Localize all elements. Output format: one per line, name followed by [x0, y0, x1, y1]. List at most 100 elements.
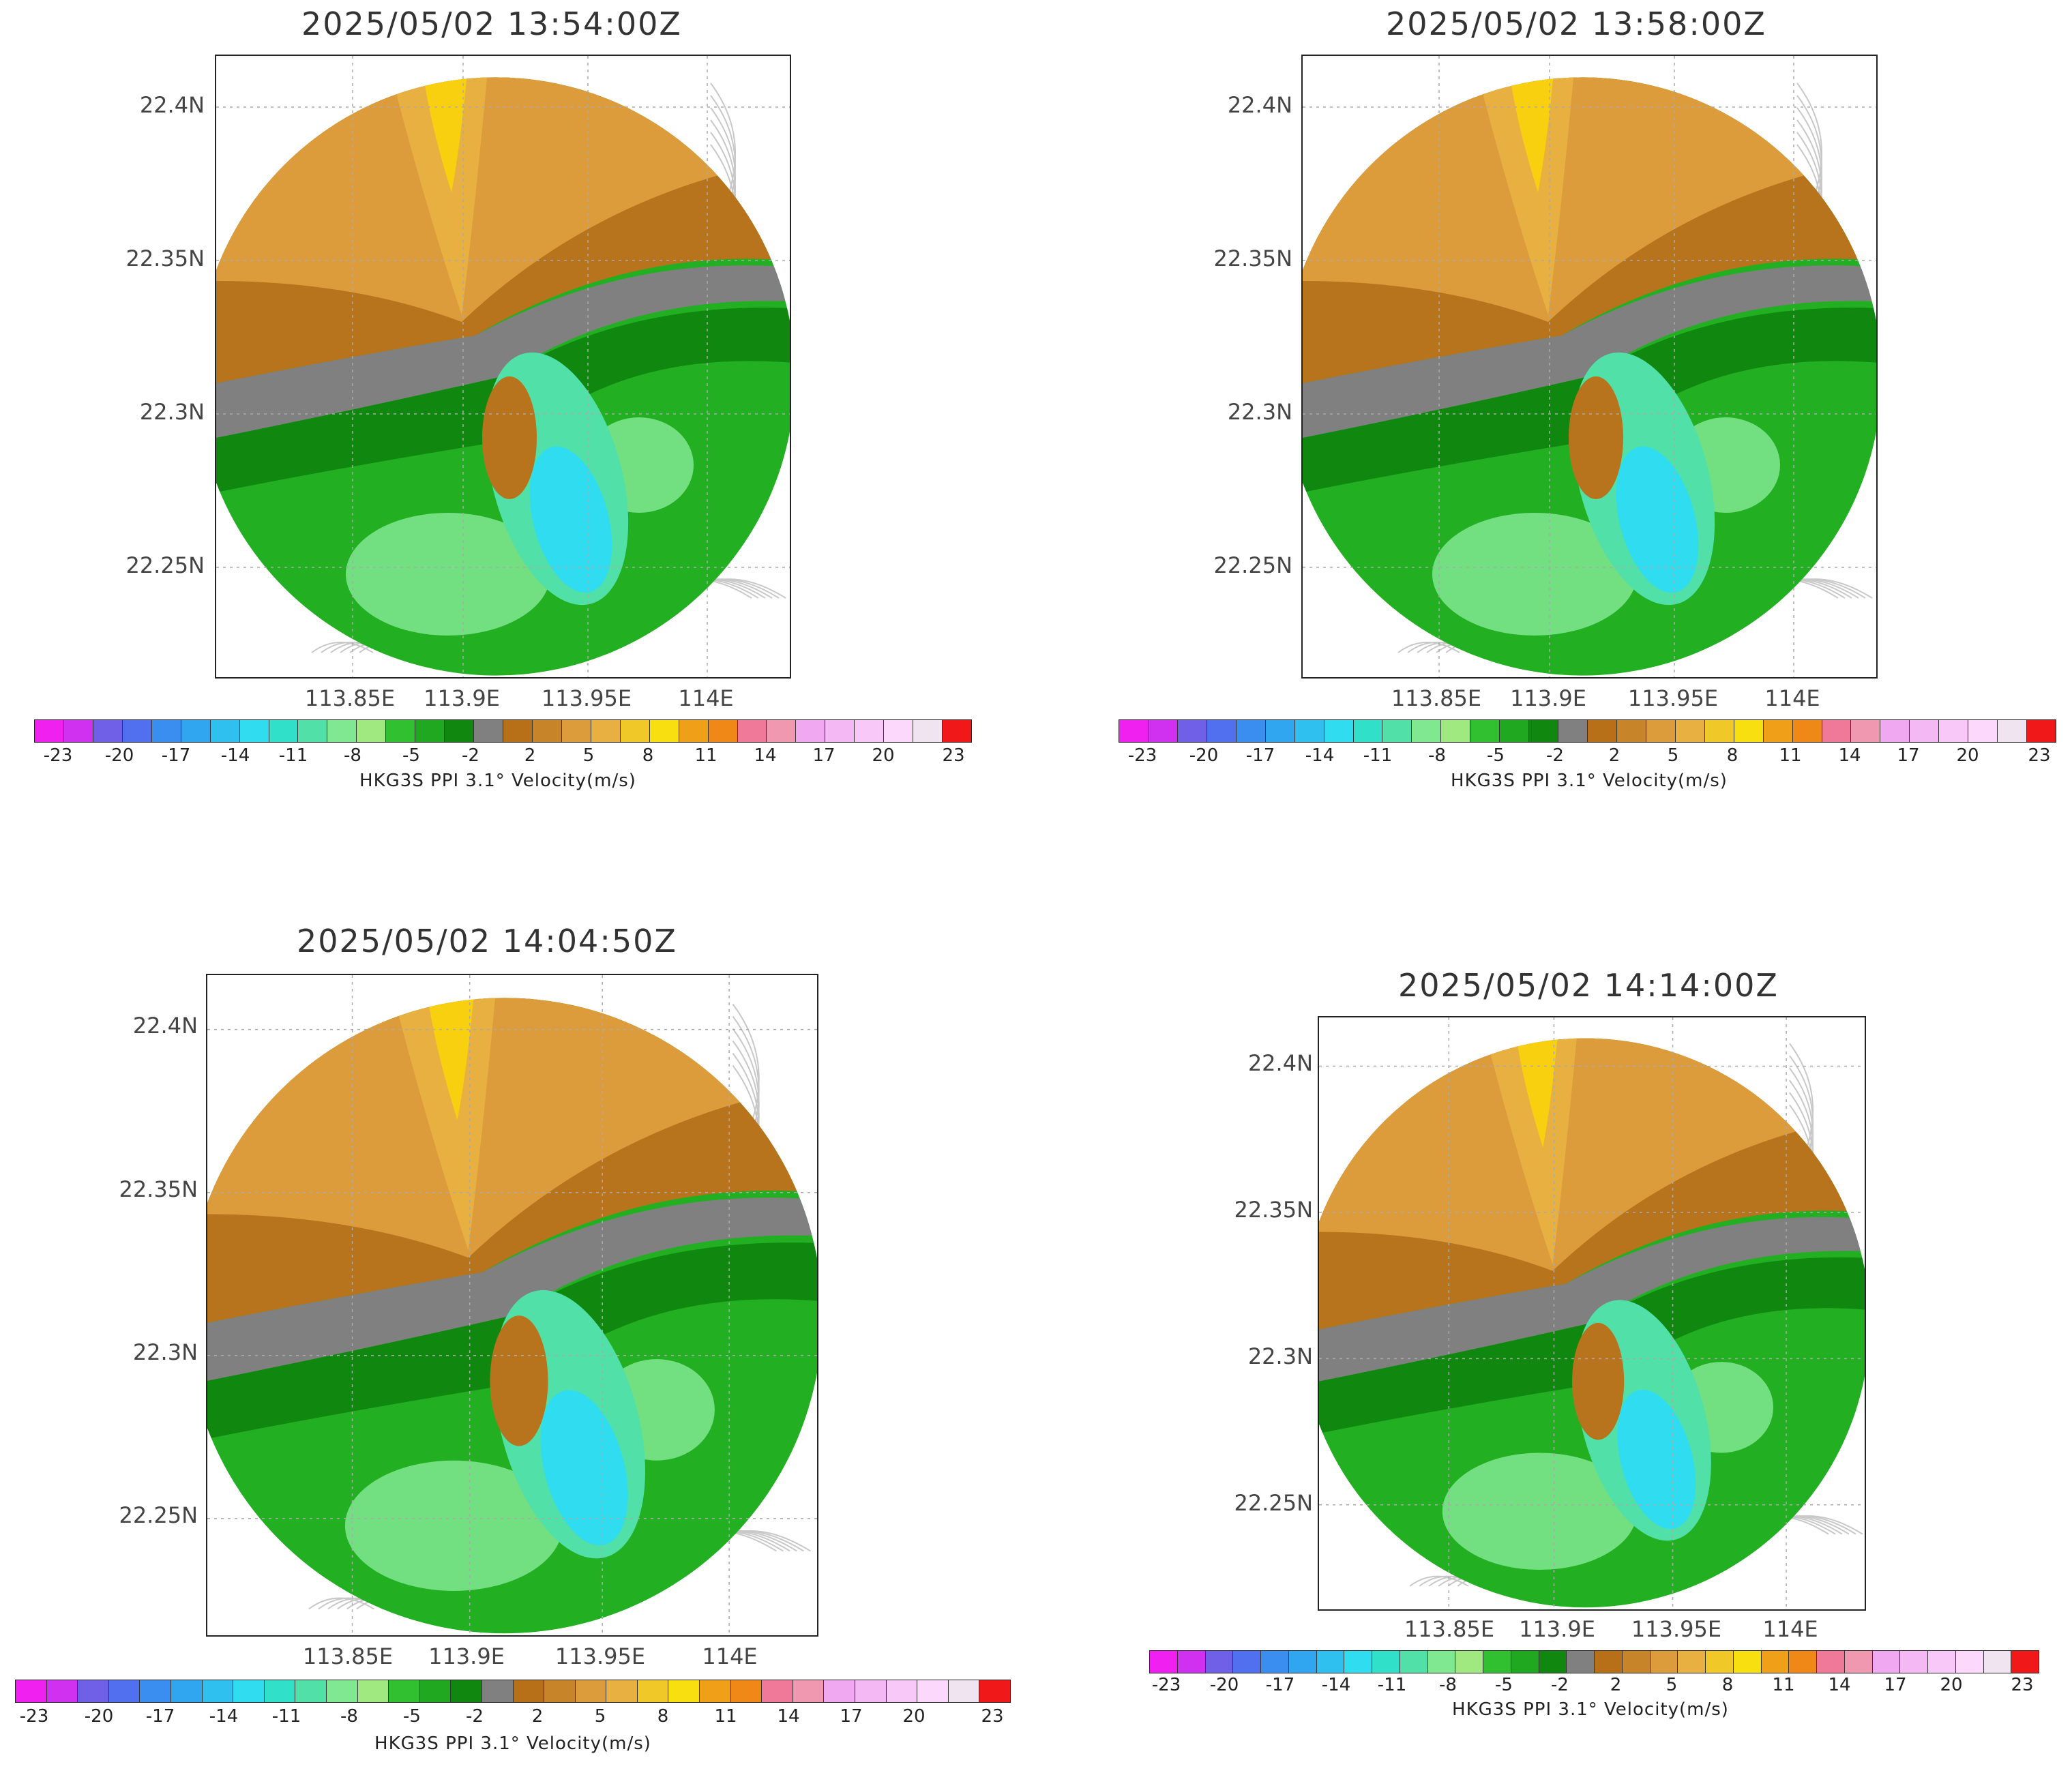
colorbar-swatch — [1400, 1651, 1428, 1673]
colorbar-tick: -8 — [1439, 1675, 1457, 1695]
colorbar-swatch — [1382, 720, 1412, 742]
colorbar-swatch — [1207, 720, 1237, 742]
colorbar-swatch — [327, 720, 357, 742]
colorbar-tick: 20 — [902, 1706, 926, 1727]
colorbar-tick: -17 — [161, 745, 191, 766]
lat-lon-grid — [207, 975, 817, 1635]
colorbar-swatch — [1822, 720, 1852, 742]
velocity-field — [1303, 56, 1876, 677]
lat-label: 22.4N — [139, 92, 205, 118]
colorbar-swatch — [1928, 1651, 1956, 1673]
velocity-field — [1319, 1017, 1865, 1609]
colorbar-tick: -20 — [104, 745, 134, 766]
colorbar-swatch — [1233, 1651, 1261, 1673]
colorbar-tick: -8 — [340, 1706, 358, 1727]
colorbar-title: HKG3S PPI 3.1° Velocity(m/s) — [1451, 771, 1728, 791]
colorbar-swatch — [482, 1680, 514, 1702]
colorbar-title: HKG3S PPI 3.1° Velocity(m/s) — [1452, 1699, 1729, 1720]
colorbar-tick: -5 — [1487, 745, 1505, 766]
colorbar-swatch — [1372, 1651, 1400, 1673]
lat-lon-grid — [1319, 1017, 1865, 1609]
lon-label: 114E — [702, 1643, 758, 1669]
colorbar-swatch — [637, 1680, 669, 1702]
colorbar-swatch — [730, 1680, 763, 1702]
colorbar-swatch — [1761, 1651, 1790, 1673]
colorbar-tick: 14 — [777, 1706, 800, 1727]
velocity-shading — [1319, 1038, 1865, 1608]
lat-label: 22.35N — [1234, 1197, 1313, 1223]
colorbar-swatch — [1844, 1651, 1873, 1673]
colorbar-swatch — [151, 720, 181, 742]
colorbar-swatch — [1616, 720, 1646, 742]
colorbar-swatch — [357, 1680, 389, 1702]
colorbar-swatch — [1470, 720, 1500, 742]
colorbar-swatch — [389, 1680, 420, 1702]
colorbar-tick: 23 — [2028, 745, 2051, 766]
colorbar-swatch — [298, 720, 328, 742]
colorbar-tick: 5 — [594, 1706, 606, 1727]
colorbar-swatch — [1353, 720, 1383, 742]
colorbar-swatch — [1344, 1651, 1372, 1673]
radar-map — [1301, 55, 1878, 679]
colorbar-swatch — [108, 1680, 140, 1702]
colorbar-tick: -23 — [43, 745, 73, 766]
colorbar-swatch — [700, 1680, 731, 1702]
colorbar-swatch — [1595, 1651, 1623, 1673]
colorbar-tick: 2 — [531, 1706, 544, 1727]
lon-label: 113.9E — [424, 685, 500, 711]
colorbar-tick: -11 — [1363, 745, 1393, 766]
colorbar-tick: 20 — [872, 745, 895, 766]
colorbar-swatch — [1792, 720, 1822, 742]
panel-title: 2025/05/02 14:04:50Z — [297, 923, 677, 959]
colorbar-tick: -2 — [462, 745, 479, 766]
panel-title: 2025/05/02 14:14:00Z — [1398, 967, 1779, 1004]
lon-label: 114E — [1764, 685, 1820, 711]
colorbar-swatch — [295, 1680, 327, 1702]
colorbar-tick: -14 — [1321, 1675, 1351, 1695]
lat-label: 22.3N — [132, 1339, 198, 1365]
colorbar-tick: 2 — [524, 745, 536, 766]
colorbar-tick: -8 — [344, 745, 361, 766]
colorbar — [1149, 1650, 2039, 1673]
colorbar-swatch — [1150, 1651, 1178, 1673]
velocity-shading — [216, 77, 790, 676]
colorbar-tick: 11 — [1772, 1675, 1795, 1695]
colorbar-tick: -11 — [271, 1706, 301, 1727]
colorbar-tick: 11 — [714, 1706, 737, 1727]
colorbar-swatch — [708, 720, 738, 742]
colorbar-tick: 17 — [840, 1706, 863, 1727]
colorbar-swatch — [979, 1680, 1010, 1702]
colorbar-tick: -20 — [1189, 745, 1219, 766]
colorbar-swatch — [513, 1680, 545, 1702]
colorbar-tick: 17 — [1884, 1675, 1907, 1695]
lon-label: 113.9E — [1519, 1616, 1595, 1642]
colorbar-tick: 2 — [1608, 745, 1620, 766]
colorbar-tick: 5 — [582, 745, 595, 766]
lon-label: 113.95E — [554, 1643, 646, 1669]
colorbar — [15, 1680, 1011, 1703]
colorbar-tick: 17 — [812, 745, 835, 766]
lat-label: 22.3N — [1247, 1343, 1313, 1369]
colorbar-tick: 8 — [642, 745, 654, 766]
colorbar-swatch — [1968, 720, 1998, 742]
colorbar-tick: -17 — [1265, 1675, 1295, 1695]
colorbar-tick: 23 — [2011, 1675, 2034, 1695]
colorbar-swatch — [1650, 1651, 1678, 1673]
colorbar-swatch — [1678, 1651, 1706, 1673]
colorbar-swatch — [415, 720, 445, 742]
colorbar-tick: -17 — [1245, 745, 1275, 766]
colorbar-tick: -23 — [19, 1706, 49, 1727]
colorbar-swatch — [386, 720, 416, 742]
colorbar-swatch — [1734, 720, 1764, 742]
colorbar-title: HKG3S PPI 3.1° Velocity(m/s) — [359, 771, 636, 791]
colorbar-swatch — [1851, 720, 1881, 742]
colorbar-tick: -2 — [1546, 745, 1564, 766]
lat-lon-grid — [1303, 56, 1876, 677]
colorbar-swatch — [419, 1680, 452, 1702]
colorbar-tick: 20 — [1956, 745, 1979, 766]
colorbar-tick: -8 — [1428, 745, 1446, 766]
colorbar-tick: 20 — [1940, 1675, 1963, 1695]
colorbar-swatch — [2011, 1651, 2039, 1673]
colorbar-swatch — [1939, 720, 1969, 742]
colorbar-swatch — [1412, 720, 1442, 742]
